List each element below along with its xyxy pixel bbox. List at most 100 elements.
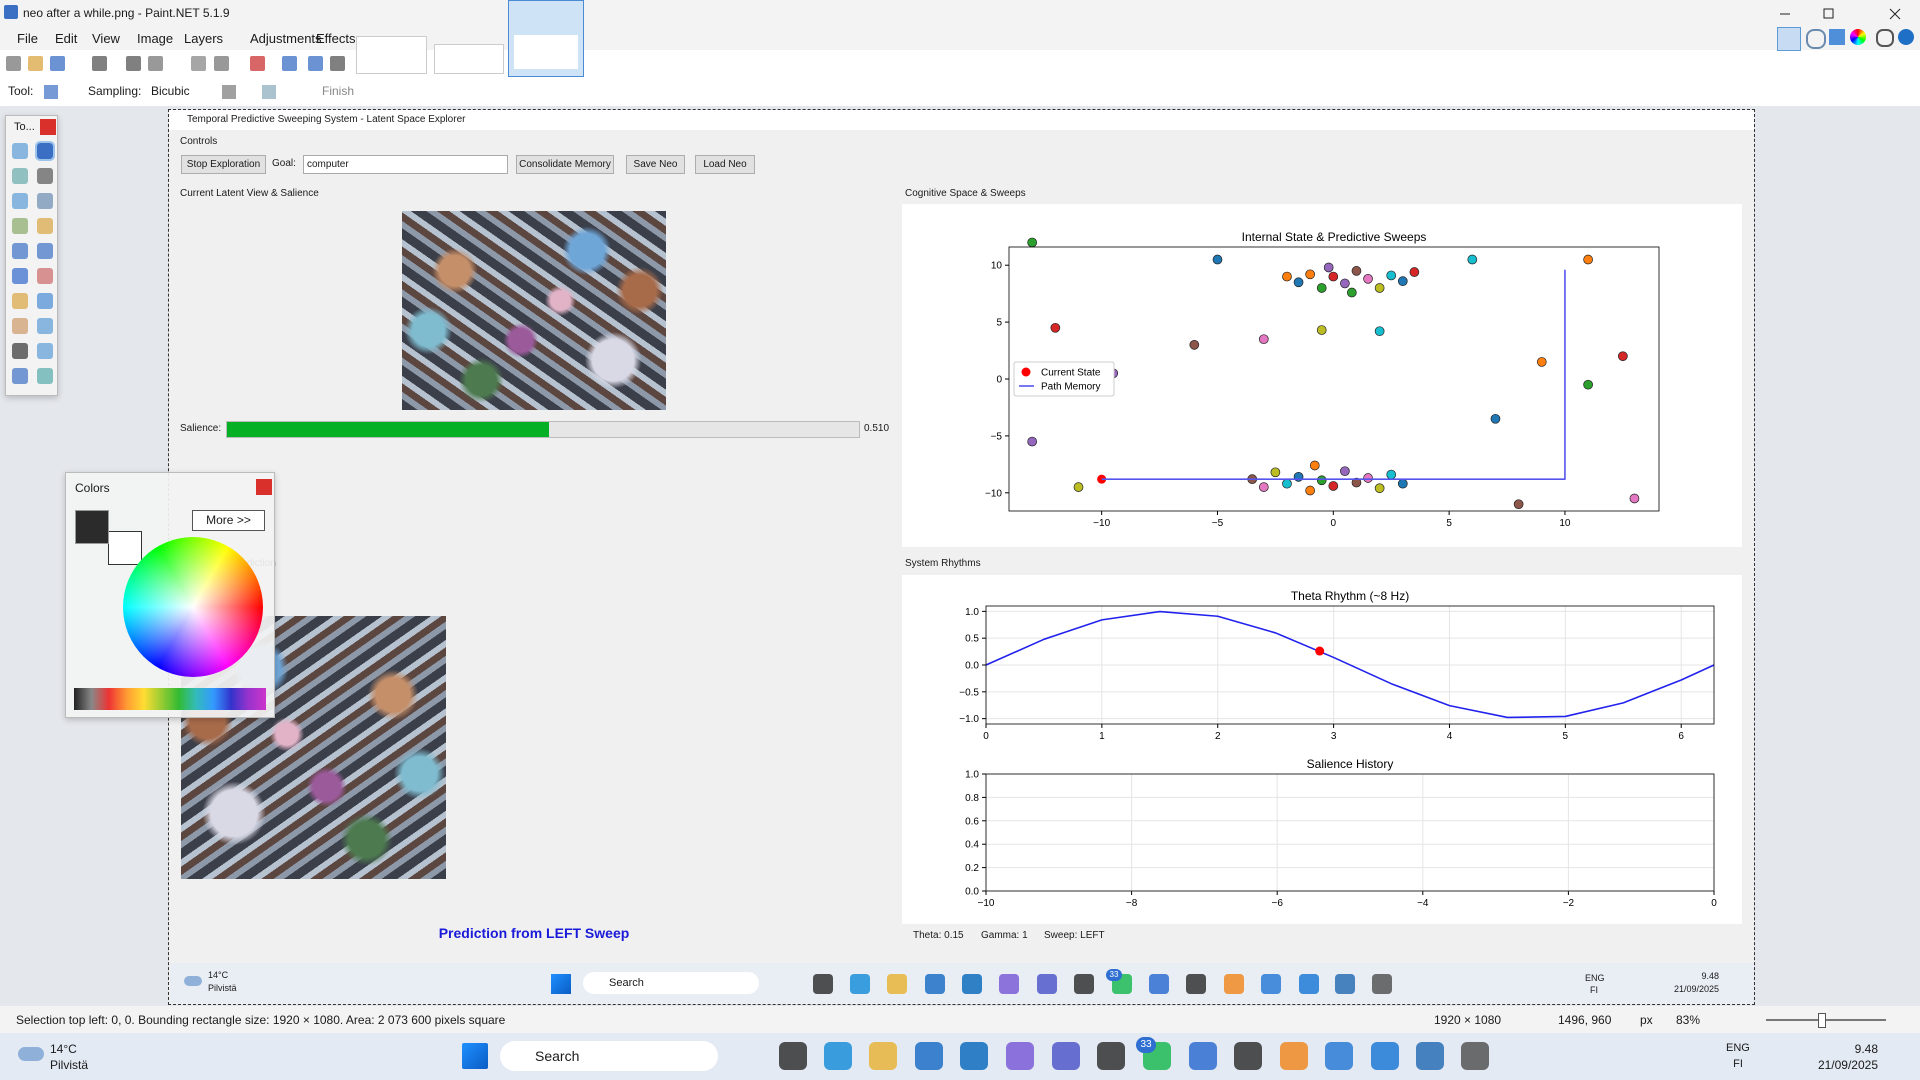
toolbar-button[interactable] xyxy=(214,56,229,71)
taskbar-app[interactable] xyxy=(1189,1042,1217,1070)
taskbar-app[interactable] xyxy=(1234,1042,1262,1070)
taskbar-app[interactable] xyxy=(915,1042,943,1070)
toolbar-button[interactable] xyxy=(50,56,65,71)
tool[interactable] xyxy=(12,368,28,384)
taskbar-app[interactable] xyxy=(1371,1042,1399,1070)
control-button[interactable]: Consolidate Memory xyxy=(516,155,614,174)
help-icon[interactable] xyxy=(1898,29,1914,45)
tool[interactable] xyxy=(37,168,53,184)
taskbar-app[interactable] xyxy=(779,1042,807,1070)
taskbar-app[interactable] xyxy=(850,974,870,994)
palette[interactable] xyxy=(74,688,266,710)
layers-icon[interactable] xyxy=(1829,29,1845,45)
control-button[interactable]: Stop Exploration xyxy=(181,155,266,174)
control-button[interactable]: Load Neo xyxy=(695,155,755,174)
thumbnail[interactable] xyxy=(434,44,504,74)
settings-icon[interactable] xyxy=(1876,29,1894,47)
taskbar-app[interactable] xyxy=(962,974,982,994)
tool[interactable] xyxy=(12,243,28,259)
taskbar-app[interactable] xyxy=(1335,974,1355,994)
taskbar-app[interactable] xyxy=(1037,974,1057,994)
sampling-dropdown[interactable]: Bicubic xyxy=(151,84,190,98)
toolbar-button[interactable] xyxy=(308,56,323,71)
tool[interactable] xyxy=(35,141,55,161)
tool[interactable] xyxy=(12,293,28,309)
taskbar-app[interactable] xyxy=(1149,974,1169,994)
color-wheel[interactable] xyxy=(123,537,263,677)
toolbar-button[interactable] xyxy=(126,56,141,71)
toolbar-button[interactable] xyxy=(92,56,107,71)
toolbar-button[interactable] xyxy=(28,56,43,71)
taskbar-app[interactable] xyxy=(925,974,945,994)
toolbar-button[interactable] xyxy=(330,56,345,71)
tool[interactable] xyxy=(12,318,28,334)
tool[interactable] xyxy=(12,168,28,184)
tool[interactable] xyxy=(12,193,28,209)
tool[interactable] xyxy=(37,193,53,209)
taskbar-app[interactable] xyxy=(1372,974,1392,994)
toolbar-button[interactable] xyxy=(191,56,206,71)
goal-input[interactable]: computer xyxy=(303,155,508,174)
window-controls[interactable] xyxy=(1780,4,1915,24)
panel-toggle[interactable] xyxy=(1777,27,1801,51)
taskbar-app[interactable] xyxy=(1461,1042,1489,1070)
toolbar-button[interactable] xyxy=(282,56,297,71)
tool-option[interactable] xyxy=(222,85,236,99)
toolbar-button[interactable] xyxy=(250,56,265,71)
tool[interactable] xyxy=(37,343,53,359)
taskbar-app[interactable] xyxy=(1325,1042,1353,1070)
tool[interactable] xyxy=(12,343,28,359)
taskbar-app[interactable] xyxy=(1261,974,1281,994)
taskbar-app[interactable] xyxy=(824,1042,852,1070)
menu-item[interactable]: View xyxy=(92,31,120,46)
close-button[interactable] xyxy=(40,119,56,135)
menu-item[interactable]: File xyxy=(17,31,38,46)
thumbnail-active[interactable] xyxy=(508,0,584,77)
taskbar-app[interactable] xyxy=(1052,1042,1080,1070)
primary-color[interactable] xyxy=(75,510,109,544)
taskbar-app[interactable] xyxy=(1186,974,1206,994)
taskbar-app[interactable] xyxy=(1224,974,1244,994)
menu-item[interactable]: Effects xyxy=(316,31,356,46)
finish-button[interactable]: Finish xyxy=(322,84,355,98)
menu-item[interactable]: Image xyxy=(137,31,174,46)
taskbar-app[interactable] xyxy=(1006,1042,1034,1070)
taskbar-app[interactable] xyxy=(1299,974,1319,994)
start-button[interactable] xyxy=(551,974,571,994)
more-button[interactable]: More >> xyxy=(192,510,265,531)
taskbar-app[interactable] xyxy=(1416,1042,1444,1070)
start-button[interactable] xyxy=(462,1043,488,1069)
tool[interactable] xyxy=(37,243,53,259)
taskbar-app[interactable] xyxy=(1280,1042,1308,1070)
menu-item[interactable]: Layers xyxy=(184,31,224,46)
history-icon[interactable] xyxy=(1806,29,1826,49)
taskbar-app[interactable] xyxy=(1074,974,1094,994)
toolbar-button[interactable] xyxy=(6,56,21,71)
zoom-thumb[interactable] xyxy=(1818,1013,1826,1028)
menu-item[interactable]: Edit xyxy=(55,31,78,46)
status-zoom[interactable]: 83% xyxy=(1676,1013,1701,1027)
status-unit[interactable]: px xyxy=(1640,1013,1653,1027)
search-box[interactable]: Search xyxy=(500,1041,718,1071)
taskbar-app[interactable] xyxy=(960,1042,988,1070)
close-button[interactable] xyxy=(256,479,272,495)
tool[interactable] xyxy=(37,318,53,334)
taskbar-app[interactable] xyxy=(813,974,833,994)
tool[interactable] xyxy=(37,218,53,234)
control-button[interactable]: Save Neo xyxy=(626,155,685,174)
toolbar-button[interactable] xyxy=(148,56,163,71)
taskbar-app[interactable] xyxy=(1097,1042,1125,1070)
tool[interactable] xyxy=(12,268,28,284)
tool[interactable] xyxy=(12,218,28,234)
menu-item[interactable]: Adjustments xyxy=(250,31,322,46)
taskbar-app[interactable] xyxy=(999,974,1019,994)
tool-option[interactable] xyxy=(44,85,58,99)
tool[interactable] xyxy=(12,143,28,159)
tool[interactable] xyxy=(37,268,53,284)
colors-icon[interactable] xyxy=(1850,29,1866,45)
thumbnail[interactable] xyxy=(356,36,427,74)
taskbar-app[interactable] xyxy=(869,1042,897,1070)
secondary-color[interactable] xyxy=(108,531,142,565)
taskbar-app[interactable] xyxy=(887,974,907,994)
tool[interactable] xyxy=(37,293,53,309)
